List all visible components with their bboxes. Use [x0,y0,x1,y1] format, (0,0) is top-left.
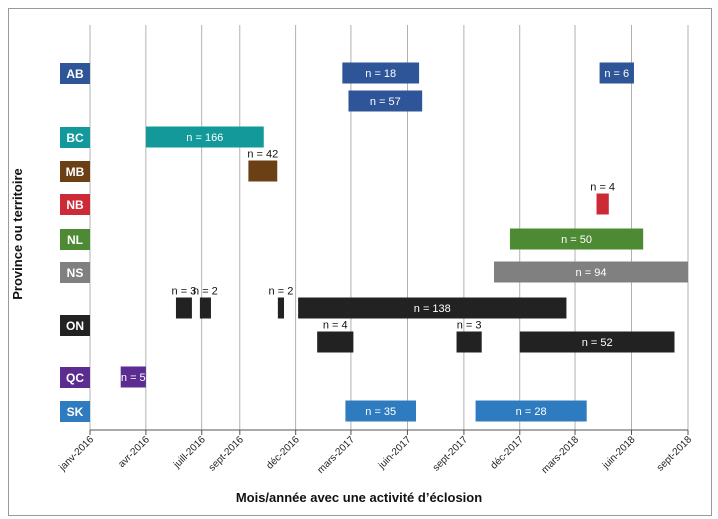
x-tick-label: mars-2017 [315,434,357,476]
bar-count-label: n = 35 [365,406,396,418]
y-axis-title: Province ou territoire [10,168,25,300]
x-tick-label: sept-2018 [655,434,695,474]
province-label-box [60,401,90,422]
x-tick-label: avr-2016 [116,434,152,470]
gantt-bar [175,297,192,319]
bar-count-label: n = 166 [186,132,223,144]
gantt-bar [298,297,567,319]
x-tick-label: juin-2017 [376,434,414,472]
gantt-bar [456,331,482,353]
province-label-box [60,194,90,215]
bar-count-label: n = 6 [604,68,629,80]
bar-count-label: n = 4 [323,320,348,332]
gantt-bar [345,400,417,422]
x-tick-label: sept-2016 [207,434,247,474]
province-label: MB [66,165,85,179]
gantt-bar [145,126,264,148]
province-label-box [60,63,90,84]
x-axis-title: Mois/année avec une activité d’éclosion [235,490,483,505]
province-label: NL [67,233,83,247]
gantt-bar [519,331,675,353]
bar-count-label: n = 2 [269,286,294,298]
bar-count-label: n = 94 [576,267,607,279]
province-label-box [60,367,90,388]
gantt-bar [342,62,420,84]
x-tick-label: déc-2017 [489,434,527,472]
gantt-bar [248,160,278,182]
bar-count-label: n = 42 [247,149,278,161]
province-label: NB [66,198,84,212]
bar-count-label: n = 3 [172,286,197,298]
gantt-bar [596,193,609,215]
province-label-box [60,229,90,250]
province-label: AB [66,67,84,81]
x-tick-label: sept-2017 [431,434,471,474]
province-label-box [60,315,90,336]
x-tick-label: juin-2018 [600,434,638,472]
province-label-box [60,262,90,283]
gantt-bar [493,261,688,283]
bar-count-label: n = 52 [582,337,613,349]
bar-count-label: n = 4 [590,182,615,194]
y-axis-title-wrap: Province ou territoire [10,168,26,299]
gantt-bar [317,331,354,353]
gantt-bar [599,62,634,84]
province-label: QC [66,371,84,385]
province-label: ON [66,319,84,333]
x-tick-label: janv-2016 [57,434,97,474]
bar-count-label: n = 2 [193,286,218,298]
gantt-bar [475,400,587,422]
x-tick-label: mars-2018 [540,434,582,476]
bar-count-label: n = 18 [365,68,396,80]
gantt-bar [277,297,285,319]
province-label-box [60,161,90,182]
province-label: BC [66,131,84,145]
province-label-box [60,127,90,148]
province-label: SK [67,405,84,419]
bar-count-label: n = 57 [370,96,401,108]
bar-count-label: n = 28 [516,406,547,418]
gantt-bar [120,366,146,388]
x-tick-label: déc-2016 [265,434,303,472]
x-tick-label: juill-2016 [171,434,208,471]
gantt-bar [509,228,644,250]
bar-count-label: n = 5 [121,372,146,384]
bar-count-label: n = 50 [561,234,592,246]
gantt-bar [199,297,211,319]
gantt-bar [348,90,423,112]
province-label: NS [67,266,84,280]
bar-count-label: n = 138 [414,303,451,315]
bar-count-label: n = 3 [457,320,482,332]
